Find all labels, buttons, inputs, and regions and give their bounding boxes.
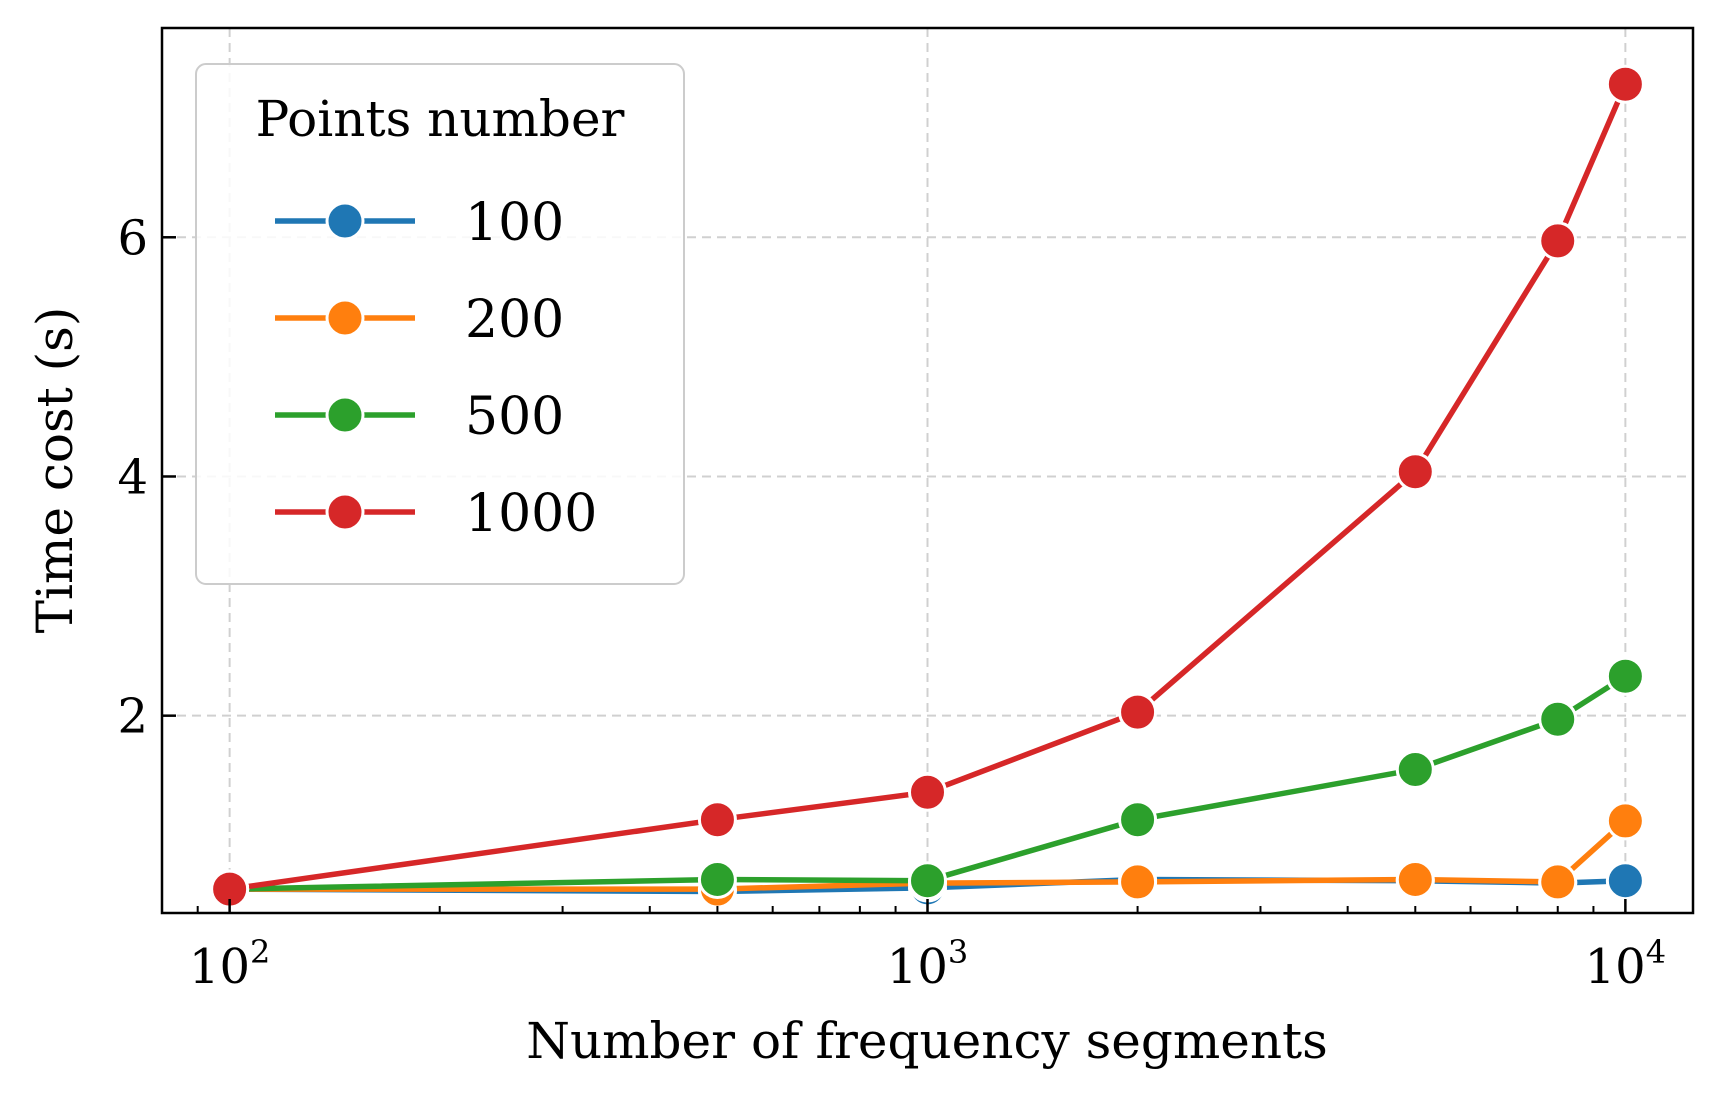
data-point-200 xyxy=(1118,862,1158,902)
legend-marker-500 xyxy=(325,395,365,435)
x-tick-label: 103 xyxy=(887,933,968,995)
data-point-1000 xyxy=(1118,692,1158,732)
data-point-1000 xyxy=(697,800,737,840)
x-tick-base: 10 xyxy=(887,939,948,995)
data-point-500 xyxy=(1538,699,1578,739)
legend-label-500: 500 xyxy=(465,387,564,447)
x-axis-label: Number of frequency segments xyxy=(526,1012,1328,1070)
data-point-500 xyxy=(1395,749,1435,789)
legend-title: Points number xyxy=(256,90,625,148)
legend-marker-200 xyxy=(325,298,365,338)
x-tick-exponent: 4 xyxy=(1646,933,1666,971)
data-point-1000 xyxy=(1538,221,1578,261)
x-tick-base: 10 xyxy=(1585,939,1646,995)
x-tick-exponent: 3 xyxy=(948,933,968,971)
data-point-200 xyxy=(1605,801,1645,841)
y-tick-label: 4 xyxy=(117,449,148,505)
x-tick-base: 10 xyxy=(189,939,250,995)
data-point-500 xyxy=(1605,656,1645,696)
y-tick-label: 2 xyxy=(117,689,148,745)
data-point-200 xyxy=(1395,860,1435,900)
data-point-1000 xyxy=(1605,64,1645,104)
data-point-500 xyxy=(908,861,947,901)
x-tick-exponent: 2 xyxy=(250,933,270,971)
y-tick-label: 6 xyxy=(117,210,148,266)
data-point-500 xyxy=(697,860,737,900)
legend-marker-100 xyxy=(325,201,365,241)
data-point-1000 xyxy=(908,772,947,812)
legend-label-200: 200 xyxy=(465,290,564,350)
series-markers xyxy=(210,64,1645,911)
data-point-1000 xyxy=(1395,452,1435,492)
legend-box xyxy=(195,63,685,585)
legend-marker-1000 xyxy=(325,492,365,532)
legend-label-1000: 1000 xyxy=(465,484,597,544)
y-axis-label: Time cost (s) xyxy=(26,307,84,634)
legend-label-100: 100 xyxy=(465,193,564,253)
data-point-100 xyxy=(1605,861,1645,901)
x-tick-label: 102 xyxy=(189,933,270,995)
x-tick-label: 104 xyxy=(1585,933,1666,995)
data-point-500 xyxy=(1118,800,1158,840)
data-point-200 xyxy=(1538,862,1578,902)
legend-entries: 100 200 500 1000 xyxy=(275,193,597,544)
legend: Points number 100 200 500 1000 xyxy=(195,63,685,585)
